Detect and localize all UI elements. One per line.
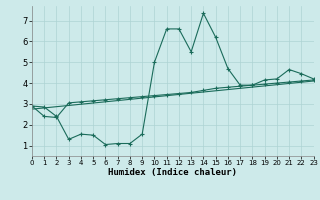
X-axis label: Humidex (Indice chaleur): Humidex (Indice chaleur) <box>108 168 237 177</box>
